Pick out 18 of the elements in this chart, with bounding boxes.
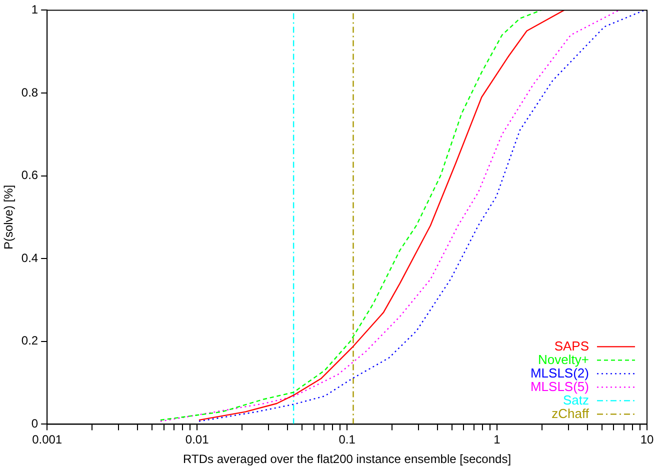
legend-label: MLSLS(2)	[530, 365, 589, 380]
y-tick-label: 0.6	[21, 168, 38, 182]
x-tick-label: 0.001	[32, 432, 62, 447]
y-tick-label: 1	[31, 2, 38, 17]
x-tick-label: 0.1	[338, 432, 356, 447]
legend-label: zChaff	[552, 406, 590, 421]
y-tick-label: 0.4	[21, 250, 38, 265]
x-tick-label: 10	[640, 432, 654, 447]
y-tick-label: 0.8	[21, 85, 38, 100]
legend-label: SAPS	[554, 338, 590, 354]
legend-label: MLSLS(5)	[530, 378, 589, 394]
y-axis-title: P(solve) [%]	[2, 184, 16, 250]
y-tick-label: 0.2	[21, 334, 38, 348]
x-tick-label: 1	[494, 432, 501, 447]
x-tick-label: 0.01	[185, 432, 210, 447]
legend-label: Novelty+	[538, 352, 589, 367]
x-axis-title: RTDs averaged over the flat200 instance ensemble [seconds]	[183, 452, 512, 466]
y-tick-label: 0	[31, 416, 38, 431]
